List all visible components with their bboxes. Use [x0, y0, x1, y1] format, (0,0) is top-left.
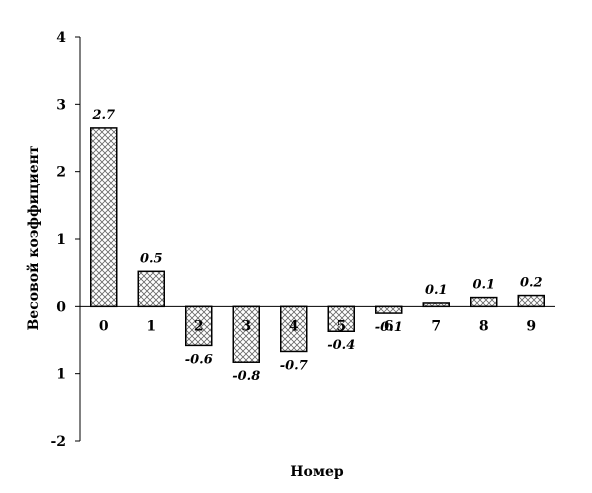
category-label: 6	[384, 318, 394, 334]
y-tick-label: 3	[56, 97, 66, 113]
data-label: -0.1	[375, 320, 403, 335]
bar-8	[470, 296, 498, 308]
data-label: 0.5	[140, 251, 163, 266]
y-tick-label: 4	[56, 30, 66, 46]
bar-5	[327, 305, 355, 332]
y-tick-label: 2	[56, 165, 66, 181]
x-axis-title: Номер	[290, 464, 344, 480]
category-label: 5	[336, 318, 346, 334]
data-label: -0.6	[185, 352, 213, 367]
y-tick-label: 0	[56, 299, 66, 315]
category-label: 3	[241, 318, 251, 334]
category-label: 0	[99, 318, 109, 334]
category-label: 2	[194, 318, 204, 334]
bar-9	[517, 294, 545, 308]
bar-1	[137, 270, 165, 308]
bar-3	[232, 305, 260, 363]
category-label: 8	[479, 318, 489, 334]
data-label: 0.2	[520, 276, 543, 291]
category-label: 9	[526, 318, 536, 334]
category-label: 1	[146, 318, 156, 334]
data-label: -0.8	[232, 369, 260, 384]
data-label: -0.7	[280, 358, 308, 373]
bar-0	[90, 127, 118, 308]
y-tick-label: 1	[56, 367, 66, 383]
bar-2	[185, 305, 213, 347]
bars-group	[90, 127, 545, 363]
data-label: -0.4	[327, 338, 355, 353]
data-label: 0.1	[472, 278, 495, 293]
data-labels-group: 2.7 0.5 -0.6 -0.8 -0.7 -0.4 -0.1 0.1 0.1 0.2	[91, 108, 542, 384]
y-tick-label: -2	[50, 434, 66, 450]
bar-6	[375, 305, 403, 314]
category-label: 7	[431, 318, 441, 334]
category-label: 4	[289, 318, 299, 334]
bar-7	[422, 302, 450, 308]
y-axis-title: Весовой коэффициент	[25, 145, 42, 330]
data-label: 0.1	[425, 283, 448, 298]
data-label: 2.7	[91, 108, 115, 123]
y-ticks-group: 4 3 2 1 0 1 -2	[50, 30, 80, 450]
y-tick-label: 1	[56, 232, 66, 248]
category-labels-group: 0 1 2 3 4 5 6 7 8 9	[99, 318, 536, 334]
